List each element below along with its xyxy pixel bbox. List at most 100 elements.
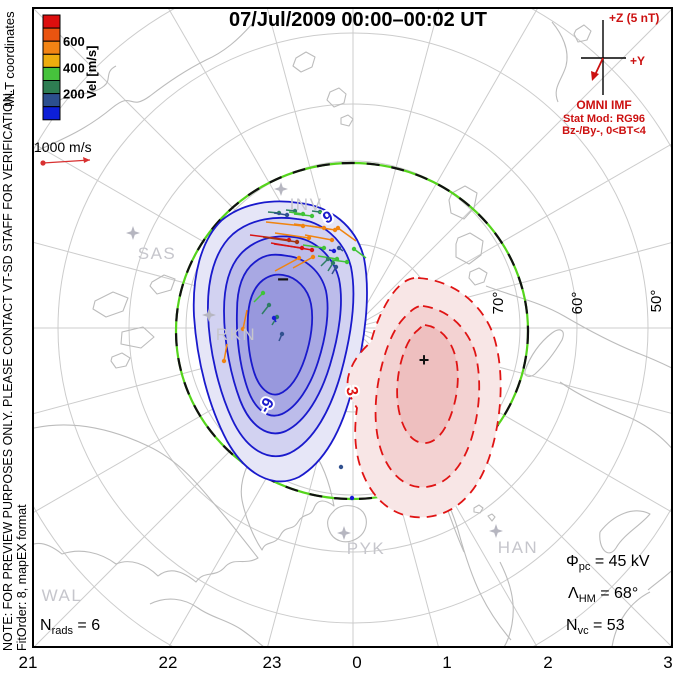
velocity-vector bbox=[331, 259, 350, 265]
colorbar-segment bbox=[42, 53, 61, 68]
stat-nvc: Nvc = 53 bbox=[566, 617, 625, 637]
coast-taymyr-russia bbox=[485, 285, 671, 369]
velocity-vector bbox=[240, 309, 248, 332]
latitude-labels: 70° 60° 50° bbox=[490, 290, 665, 315]
vector-origin-dot bbox=[338, 464, 344, 470]
vector-origin-dot bbox=[260, 290, 266, 296]
coast-iceland bbox=[327, 505, 367, 543]
vector-line bbox=[262, 236, 298, 243]
velocity-vector bbox=[318, 211, 332, 217]
positive-cell-contours bbox=[346, 277, 502, 519]
plot-frame bbox=[32, 7, 673, 648]
velocity-vector bbox=[253, 290, 266, 303]
velocity-vector bbox=[351, 246, 367, 259]
velocity-vector bbox=[328, 248, 337, 254]
imf-bins-label: Bz-/By-, 0<BT<4 bbox=[562, 125, 647, 137]
vector-line bbox=[223, 343, 228, 362]
vector-origin-dot bbox=[221, 358, 227, 364]
coast-novaya-zemlya bbox=[524, 329, 564, 377]
coast-greenland bbox=[240, 431, 335, 551]
mlt-meridian bbox=[352, 9, 671, 329]
radar-station-label: HAN bbox=[498, 538, 538, 557]
negative-cell-marker: − bbox=[277, 269, 289, 291]
coast-canada-mainland bbox=[34, 424, 259, 583]
contour-plus-15 bbox=[396, 324, 459, 444]
reference-arrow-head bbox=[83, 157, 90, 163]
radar-station-label: PYK bbox=[347, 539, 386, 558]
vector-origin-dot bbox=[330, 260, 336, 266]
radar-site-star-icon bbox=[274, 182, 288, 196]
imf-dial: +Z (5 nT) +Y OMNI IMF Stat Mod: RG96 Bz-… bbox=[562, 11, 659, 137]
velocity-vector bbox=[320, 256, 331, 267]
vector-line bbox=[265, 221, 304, 227]
imf-z-label: +Z (5 nT) bbox=[609, 11, 659, 25]
colorbar-tick-label: 600 bbox=[63, 34, 85, 49]
velocity-vector bbox=[338, 464, 344, 470]
coastlines bbox=[34, 21, 671, 646]
stat-nrads: Nrads = 6 bbox=[40, 617, 100, 637]
colorbar-segment bbox=[42, 66, 61, 82]
vector-origin-dot bbox=[279, 331, 285, 337]
velocity-vector bbox=[274, 255, 302, 272]
latitude-label: 60° bbox=[569, 292, 586, 315]
mlt-axis-label: 2 bbox=[543, 653, 552, 672]
velocity-vector bbox=[292, 254, 316, 269]
radar-station-label: INV bbox=[290, 195, 323, 214]
vector-line bbox=[273, 243, 303, 249]
vector-origin-dot bbox=[284, 212, 290, 218]
mlt-meridian bbox=[352, 9, 439, 329]
vector-origin-dot bbox=[296, 255, 302, 261]
vector-line bbox=[353, 248, 367, 259]
reference-arrow-line bbox=[42, 159, 91, 164]
velocity-vector bbox=[304, 234, 335, 243]
coast-lofoten-islands bbox=[473, 504, 496, 522]
stat-lambda-hm: ΛHM = 68° bbox=[568, 585, 638, 605]
coast-canada-archipelago bbox=[92, 274, 176, 369]
vector-line bbox=[292, 256, 314, 269]
vector-origin-dot bbox=[331, 248, 337, 254]
coast-russia-kola bbox=[559, 381, 671, 646]
mlt-axis-label: 1 bbox=[442, 653, 451, 672]
positive-cell-marker: + bbox=[419, 350, 430, 370]
velocity-vector bbox=[336, 245, 344, 252]
colorbar-tick-label: 200 bbox=[63, 87, 85, 102]
colorbar-segment bbox=[42, 14, 61, 29]
coast-alaska-chukotka bbox=[34, 23, 253, 153]
latitude-label: 70° bbox=[490, 292, 507, 315]
radar-station-label: WAL bbox=[42, 586, 83, 605]
imf-y-label: +Y bbox=[630, 54, 645, 68]
vector-line bbox=[288, 211, 304, 215]
vector-origin-dot bbox=[310, 254, 316, 260]
colorbar-segment bbox=[42, 27, 61, 42]
velocity-vector bbox=[262, 236, 300, 245]
velocity-vector bbox=[271, 315, 277, 323]
radar-site-star-icon bbox=[202, 308, 216, 322]
fit-statistics: Nrads = 6 Φpc = 45 kV ΛHM = 68° Nvc = 53 bbox=[40, 553, 650, 637]
colorbar-label: Vel [m/s] bbox=[84, 46, 99, 99]
vector-origin-dot bbox=[325, 256, 331, 262]
mlt-coordinates-label: MLT coordinates bbox=[2, 11, 17, 107]
velocity-vectors bbox=[221, 208, 367, 501]
vector-origin-dot bbox=[351, 246, 357, 252]
mlt-axis-label: 21 bbox=[19, 653, 38, 672]
vector-line bbox=[304, 234, 333, 241]
mlt-axis-label: 22 bbox=[159, 653, 178, 672]
coast-severnaya-zemlya bbox=[448, 185, 488, 286]
colorbar-segment bbox=[42, 40, 61, 55]
velocity-colorbar: 600 400 200 Vel [m/s] bbox=[42, 14, 99, 121]
velocity-vector bbox=[273, 243, 305, 251]
vector-origin-dot bbox=[309, 247, 315, 253]
vector-origin-dot bbox=[321, 245, 327, 251]
coast-franz-josef bbox=[551, 21, 592, 103]
imf-vector-head bbox=[591, 71, 599, 81]
mlt-axis-label: 3 bbox=[663, 653, 672, 672]
velocity-vector bbox=[221, 343, 228, 364]
vector-origin-dot bbox=[329, 237, 335, 243]
velocity-vector bbox=[302, 244, 327, 251]
radar-station-label: SAS bbox=[138, 244, 177, 263]
radar-site-star-icon bbox=[337, 526, 351, 540]
vector-origin-dot bbox=[344, 259, 350, 265]
velocity-vector bbox=[335, 225, 357, 242]
